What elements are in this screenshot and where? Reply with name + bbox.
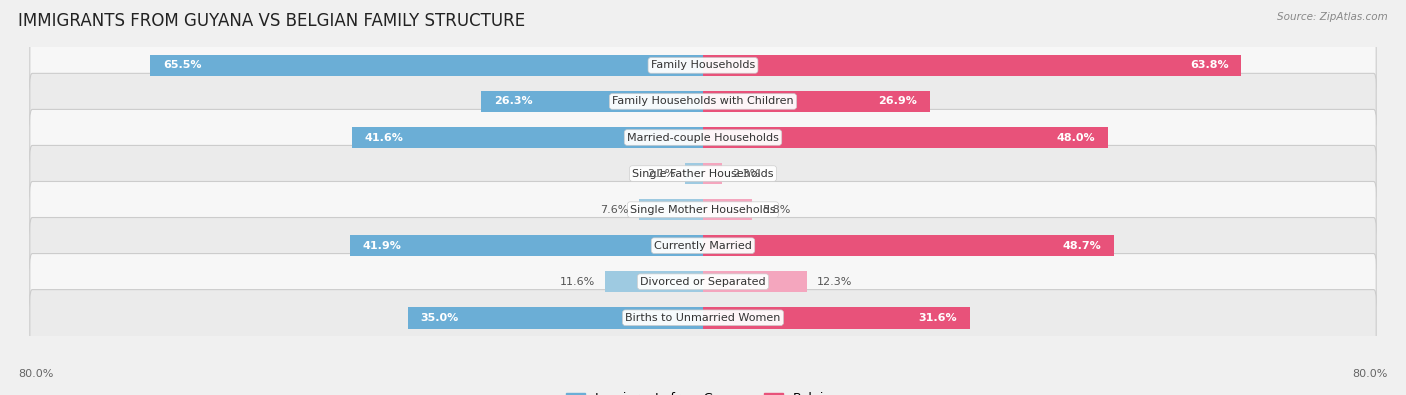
Text: 5.8%: 5.8% [762,205,790,214]
Bar [350,235,703,256]
Text: 7.6%: 7.6% [600,205,628,214]
Text: Births to Unmarried Women: Births to Unmarried Women [626,313,780,323]
Bar [605,271,703,292]
Text: 11.6%: 11.6% [560,276,595,287]
FancyBboxPatch shape [30,109,1376,166]
FancyBboxPatch shape [30,37,1376,94]
Text: 80.0%: 80.0% [18,369,53,379]
FancyBboxPatch shape [30,181,1376,238]
Bar [703,90,929,112]
Text: Family Households: Family Households [651,60,755,70]
Bar [703,235,1114,256]
Text: 48.0%: 48.0% [1057,132,1095,143]
Bar [408,307,703,329]
Bar [703,163,723,184]
FancyBboxPatch shape [30,73,1376,130]
Text: 26.3%: 26.3% [494,96,533,107]
Bar [685,163,703,184]
Text: 65.5%: 65.5% [163,60,201,70]
Bar [703,55,1241,76]
Text: Source: ZipAtlas.com: Source: ZipAtlas.com [1277,12,1388,22]
Text: 26.9%: 26.9% [879,96,917,107]
Text: 41.6%: 41.6% [364,132,404,143]
Bar [481,90,703,112]
Legend: Immigrants from Guyana, Belgian: Immigrants from Guyana, Belgian [561,387,845,395]
FancyBboxPatch shape [30,254,1376,310]
Text: 80.0%: 80.0% [1353,369,1388,379]
Text: 31.6%: 31.6% [918,313,957,323]
Text: 63.8%: 63.8% [1189,60,1229,70]
Bar [150,55,703,76]
Text: 35.0%: 35.0% [420,313,458,323]
FancyBboxPatch shape [30,145,1376,202]
Text: Single Father Households: Single Father Households [633,169,773,179]
Text: Divorced or Separated: Divorced or Separated [640,276,766,287]
Bar [703,199,752,220]
Text: Married-couple Households: Married-couple Households [627,132,779,143]
FancyBboxPatch shape [30,290,1376,346]
Text: 2.3%: 2.3% [733,169,761,179]
Bar [703,127,1108,149]
Text: 12.3%: 12.3% [817,276,852,287]
Bar [352,127,703,149]
Text: Currently Married: Currently Married [654,241,752,251]
Bar [703,307,970,329]
Text: Single Mother Households: Single Mother Households [630,205,776,214]
Bar [703,271,807,292]
Text: 41.9%: 41.9% [363,241,401,251]
Text: Family Households with Children: Family Households with Children [612,96,794,107]
FancyBboxPatch shape [30,218,1376,274]
Text: 48.7%: 48.7% [1063,241,1101,251]
Text: IMMIGRANTS FROM GUYANA VS BELGIAN FAMILY STRUCTURE: IMMIGRANTS FROM GUYANA VS BELGIAN FAMILY… [18,12,526,30]
Text: 2.1%: 2.1% [647,169,675,179]
Bar [638,199,703,220]
